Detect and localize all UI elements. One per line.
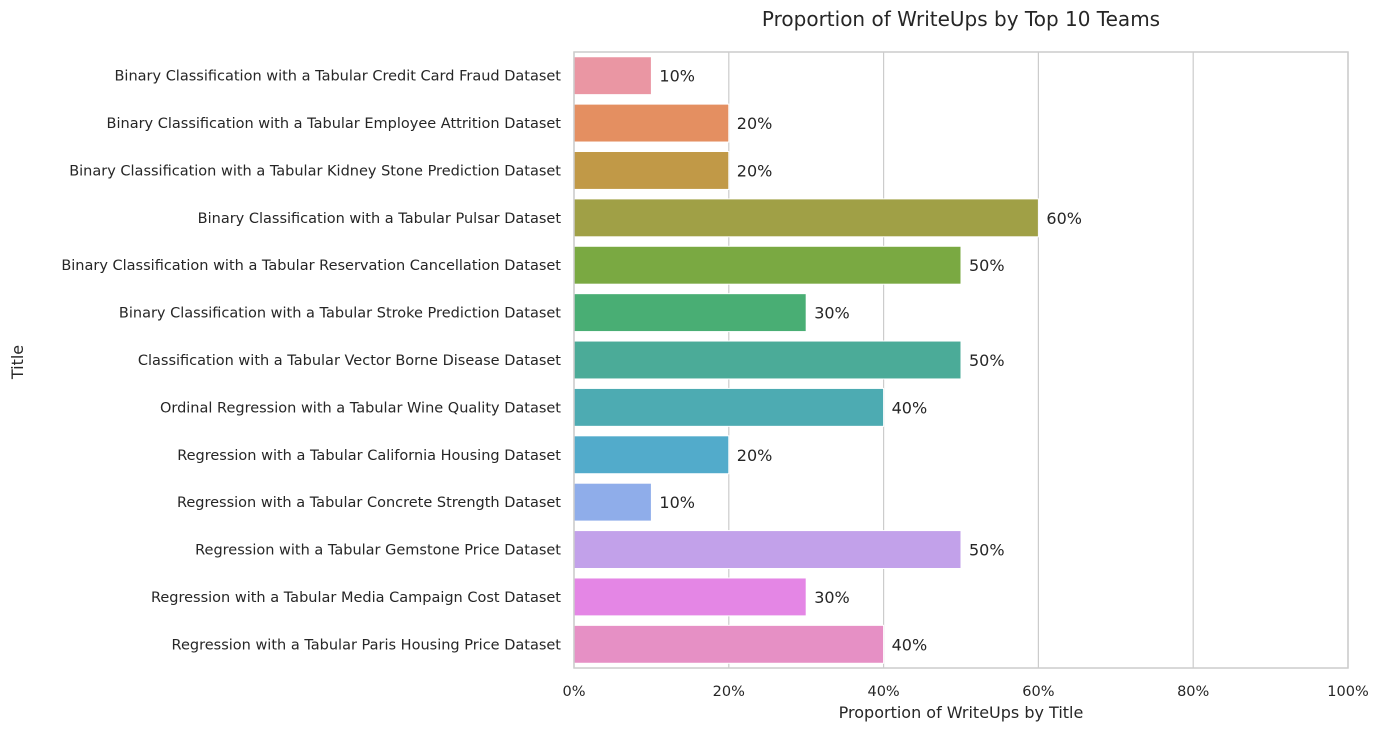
- category-label: Binary Classification with a Tabular Cre…: [114, 69, 561, 85]
- bar: [573, 624, 885, 664]
- plot-frame: [573, 51, 1349, 669]
- bar: [573, 577, 807, 617]
- data-label: 50%: [969, 541, 1005, 560]
- data-labels: 10% 20% 20% 60% 50% 30% 50% 40% 20% 10% 50% 30% 40%: [659, 67, 1082, 655]
- category-label: Regression with a Tabular California Hou…: [177, 448, 561, 464]
- bar: [573, 103, 730, 143]
- data-label: 20%: [737, 114, 773, 133]
- category-label: Binary Classification with a Tabular Res…: [61, 258, 561, 274]
- x-tick-label: 60%: [1022, 684, 1054, 700]
- x-tick-label: 20%: [713, 684, 745, 700]
- bar: [573, 482, 652, 522]
- data-label: 50%: [969, 256, 1005, 275]
- data-label: 40%: [892, 635, 928, 654]
- data-label: 60%: [1046, 209, 1082, 228]
- bar: [573, 340, 962, 380]
- plot-border: [573, 51, 1349, 669]
- category-label: Binary Classification with a Tabular Emp…: [107, 116, 562, 132]
- bar: [573, 530, 962, 569]
- data-label: 40%: [892, 398, 928, 417]
- bars: [573, 56, 1039, 664]
- x-axis-label: Proportion of WriteUps by Title: [839, 703, 1084, 722]
- data-label: 20%: [737, 161, 773, 180]
- data-label: 30%: [814, 588, 850, 607]
- bar: [573, 151, 730, 190]
- category-label: Regression with a Tabular Media Campaign…: [151, 590, 561, 606]
- data-label: 50%: [969, 351, 1005, 370]
- bar: [573, 245, 962, 285]
- x-tick-label: 80%: [1177, 684, 1209, 700]
- bar: [573, 293, 807, 333]
- category-label: Classification with a Tabular Vector Bor…: [138, 353, 561, 369]
- category-label: Binary Classification with a Tabular Str…: [119, 306, 561, 322]
- category-labels: Binary Classification with a Tabular Cre…: [61, 69, 561, 654]
- x-tick-label: 40%: [867, 684, 899, 700]
- category-label: Ordinal Regression with a Tabular Wine Q…: [160, 400, 561, 416]
- x-tick-label: 0%: [562, 684, 585, 700]
- x-tick-labels: 0% 20% 40% 60% 80% 100%: [562, 684, 1368, 700]
- category-label: Regression with a Tabular Paris Housing …: [172, 637, 562, 653]
- category-label: Binary Classification with a Tabular Kid…: [69, 163, 561, 179]
- bar: [573, 435, 730, 475]
- data-label: 20%: [737, 446, 773, 465]
- data-label: 10%: [659, 493, 695, 512]
- bar: [573, 56, 652, 96]
- y-axis-label: Title: [8, 345, 27, 380]
- bar: [573, 387, 885, 427]
- data-label: 30%: [814, 304, 850, 323]
- x-tick-label: 100%: [1327, 684, 1368, 700]
- category-label: Binary Classification with a Tabular Pul…: [198, 211, 562, 227]
- bar: [573, 198, 1039, 238]
- data-label: 10%: [659, 67, 695, 86]
- category-label: Regression with a Tabular Concrete Stren…: [177, 495, 561, 511]
- chart-title: Proportion of WriteUps by Top 10 Teams: [762, 7, 1160, 31]
- category-label: Regression with a Tabular Gemstone Price…: [195, 543, 561, 559]
